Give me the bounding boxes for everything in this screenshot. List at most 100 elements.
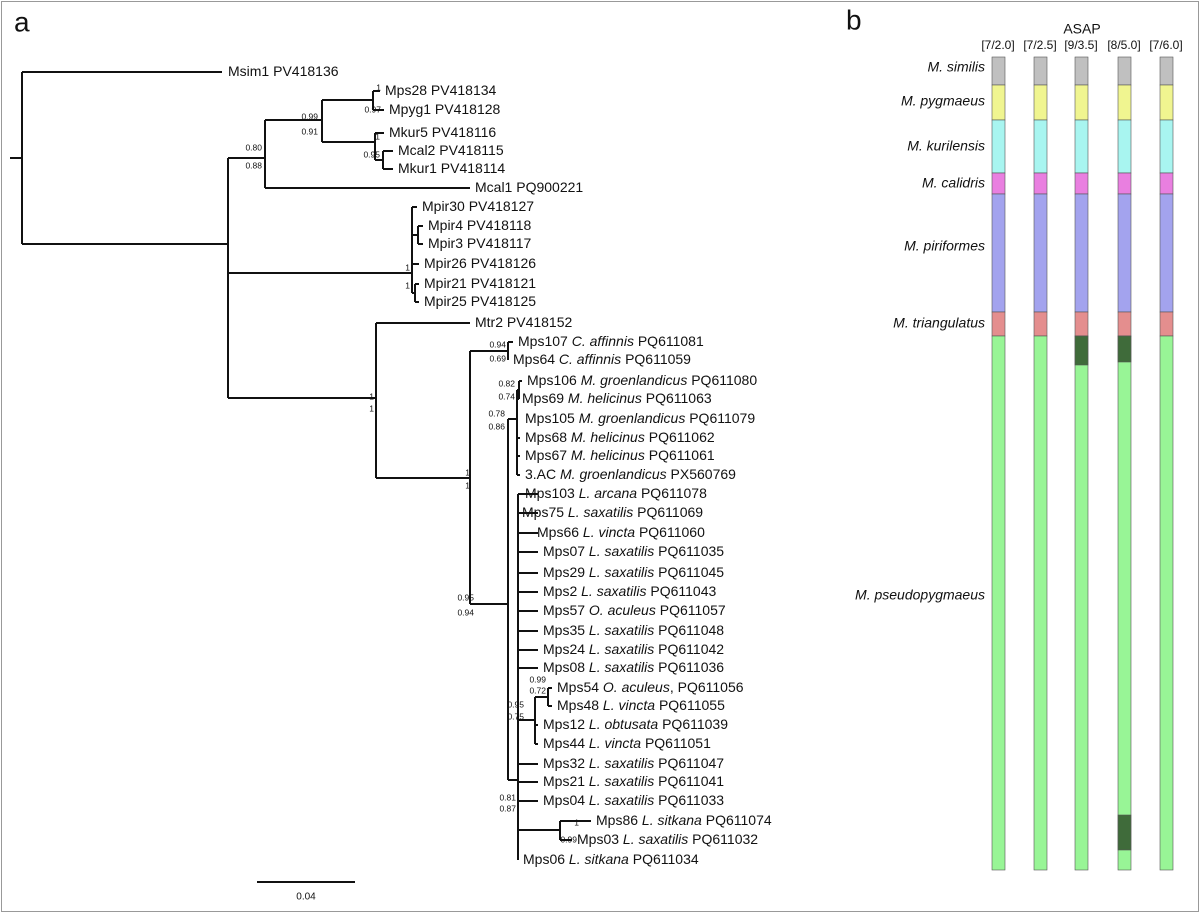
tip-label: Mps68 M. helicinus PQ611062 [525,429,715,445]
support-value: 0.72 [529,685,546,695]
species-label: M. pygmaeus [901,93,985,109]
tip-species: C. affinnis [572,333,634,349]
species-label: M. triangulatus [893,315,985,331]
tip-name: Msim1 [228,63,269,79]
tip-label: Mtr2 PV418152 [475,314,572,330]
tip-species: M. groenlandicus [581,372,688,388]
asap-segment [1117,335,1132,363]
column-label: [7/2.5] [1023,38,1056,52]
tip-name: Mps67 [525,447,567,463]
asap-segment [1074,311,1089,337]
tip-label: Mps69 M. helicinus PQ611063 [522,390,712,406]
tip-species: M. groenlandicus [579,410,686,426]
tip-accession: PV418114 [441,160,506,176]
tip-accession: PQ611079 [689,410,755,426]
tip-accession: PQ611080 [691,372,757,388]
tip-name: Mps103 [525,485,575,501]
tip-label: Mps04 L. saxatilis PQ611033 [543,792,724,808]
tip-accession: PQ611069 [637,504,703,520]
tip-label: Mps48 L. vincta PQ611055 [557,697,725,713]
asap-segment [1117,193,1132,313]
asap-segment [1074,119,1089,174]
support-value: 1 [375,131,380,141]
tip-accession: PQ611057 [660,602,726,618]
support-value: 0.80 [245,142,262,152]
tip-label: Mps103 L. arcana PQ611078 [525,485,707,501]
support-value: 1 [465,480,470,490]
tip-name: Mps68 [525,429,567,445]
tip-species: O. aculeus [603,679,670,695]
tip-accession: PV418117 [467,235,532,251]
asap-segment [991,172,1006,195]
scale-label: 0.04 [296,892,316,903]
column-label: [7/2.0] [981,38,1014,52]
support-value: 1 [369,391,374,401]
asap-title: ASAP [1063,21,1100,37]
tip-accession: PQ611034 [633,851,699,867]
asap-segment [1074,193,1089,313]
asap-segment [991,84,1006,121]
support-value: 0.99 [560,834,577,844]
tip-accession: PQ611039 [662,716,728,732]
support-value: 0.88 [245,160,262,170]
tip-name: Mps29 [543,564,585,580]
tip-accession: PQ611062 [649,429,715,445]
tip-accession: PV418127 [469,198,535,214]
tip-name: Mps106 [527,372,577,388]
asap-segment [1159,119,1174,174]
tip-species: O. aculeus [589,602,656,618]
tip-name: Mpir21 [424,275,467,291]
asap-segment [1159,311,1174,337]
tip-label: Mps54 O. aculeus, PQ611056 [557,679,744,695]
tip-species: L. saxatilis [589,641,654,657]
asap-segment [1033,335,1048,871]
tip-label: Mps44 L. vincta PQ611051 [543,735,711,751]
tip-name: Mps2 [543,583,577,599]
tip-accession: PV418121 [471,275,537,291]
tip-accession: PQ611041 [658,773,724,789]
tip-label: Mpir4 PV418118 [428,217,531,233]
asap-segment [1117,814,1132,851]
support-value: 0.99 [301,111,318,121]
asap-segment [1074,172,1089,195]
tip-accession: PQ611063 [646,390,712,406]
tip-name: Mpir4 [428,217,463,233]
support-value: 0.86 [488,421,505,431]
tip-name: Mps03 [577,831,619,847]
support-value: 0.94 [457,607,474,617]
asap-segment [1117,56,1132,86]
tip-name: Mps21 [543,773,585,789]
support-value: 0.74 [498,391,515,401]
tip-name: Mcal1 [475,179,513,195]
tip-label: Mps32 L. saxatilis PQ611047 [543,755,724,771]
tip-label: Mcal1 PQ900221 [475,179,583,195]
support-value: 0.94 [489,339,506,349]
tip-label: 3.AC M. groenlandicus PX560769 [525,466,736,482]
tip-name: Mkur1 [398,160,437,176]
asap-segment [991,193,1006,313]
tip-species: L. vincta [589,735,641,751]
tip-label: Msim1 PV418136 [228,63,339,79]
column-label: [8/5.0] [1107,38,1140,52]
tip-accession: PQ611032 [692,831,758,847]
tip-label: Mps35 L. saxatilis PQ611048 [543,622,724,638]
asap-segment [1074,56,1089,86]
tip-accession: PQ611061 [649,447,715,463]
support-value: 0.91 [301,126,318,136]
support-value: 0.75 [507,711,524,721]
tip-species: L. saxatilis [568,504,633,520]
tip-accession: PQ611033 [658,792,724,808]
tip-accession: , PQ611056 [670,679,744,695]
asap-segment [1033,84,1048,121]
asap-segment [1159,56,1174,86]
panel-label: b [846,4,862,35]
tip-label: Mps28 PV418134 [385,82,497,98]
tip-species: L. obtusata [589,716,658,732]
tip-accession: PQ900221 [516,179,583,195]
tip-label: Mpyg1 PV418128 [389,101,501,117]
asap-segment [1117,311,1132,337]
tip-species: L. sitkana [569,851,629,867]
tip-species: L. saxatilis [589,773,654,789]
tip-accession: PV418134 [431,82,497,98]
